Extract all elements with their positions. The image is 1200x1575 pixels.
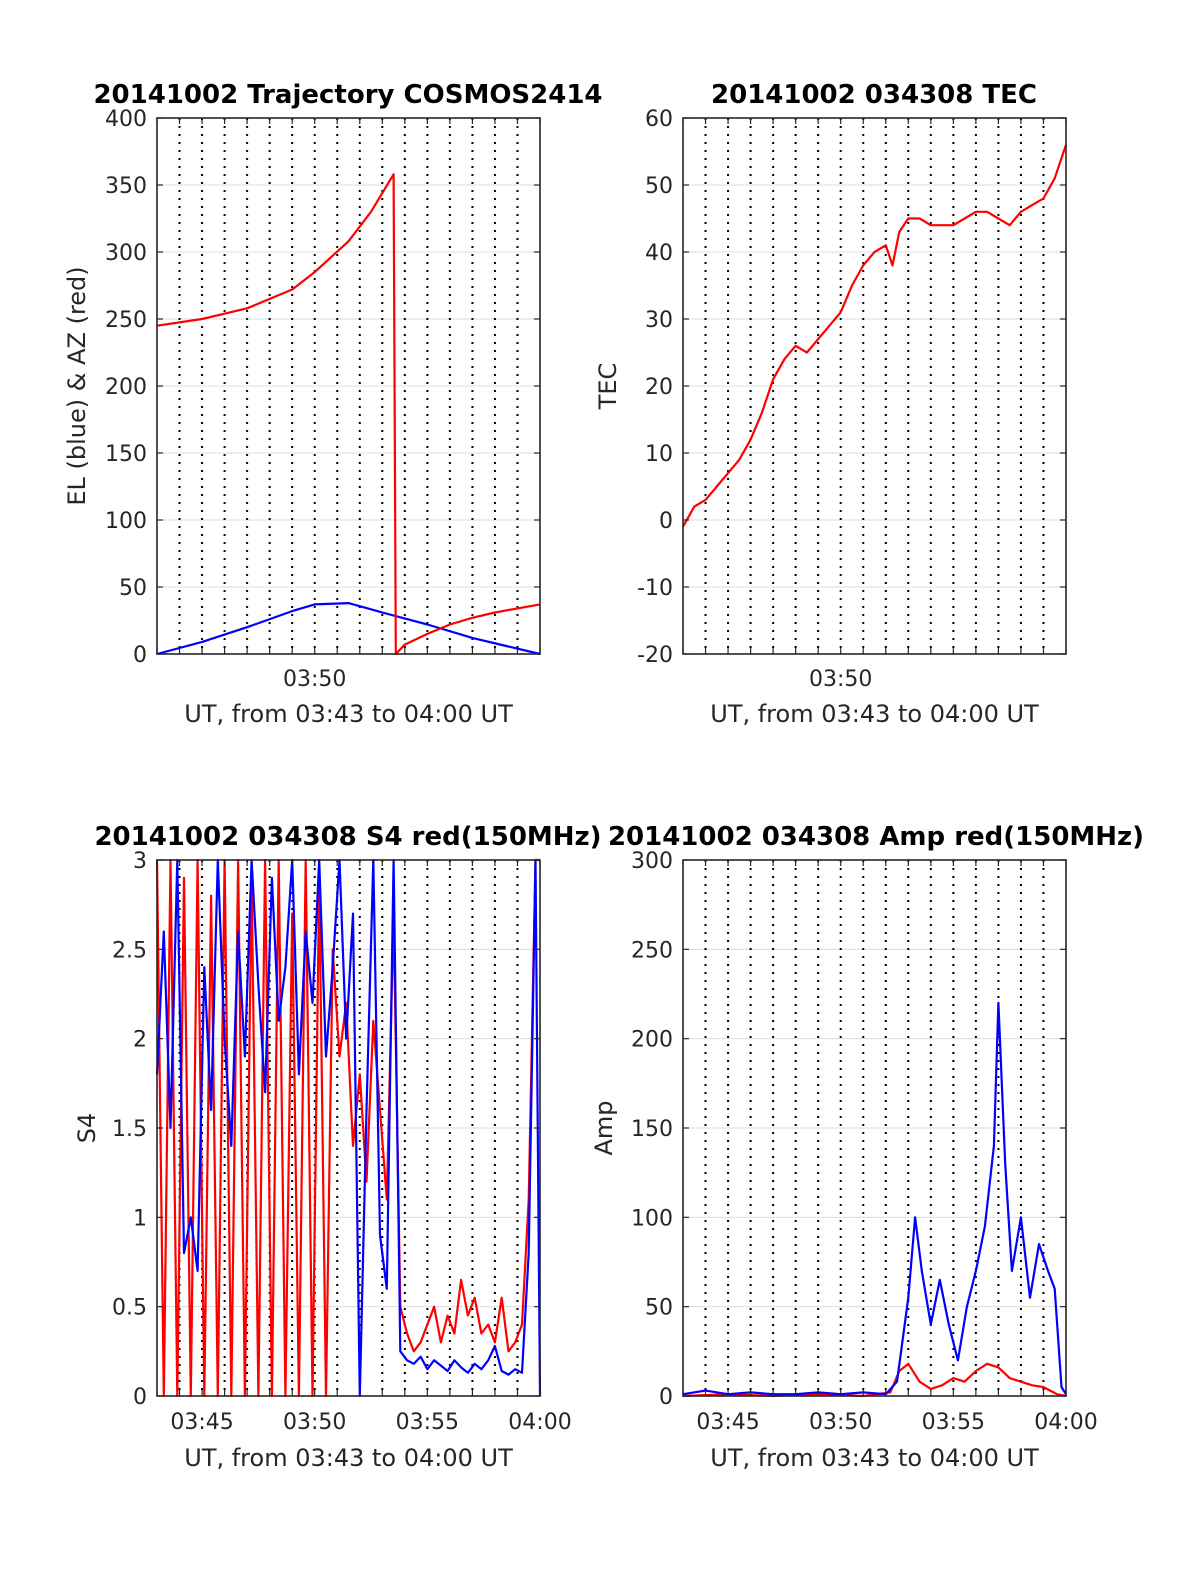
tec-ylabel: TEC [594, 363, 622, 411]
amp-ytick-label-3: 150 [631, 1117, 673, 1142]
trajectory-ytick-label-4: 200 [105, 375, 147, 400]
tec-series-tec [682, 144, 1068, 528]
amp-ytick-label-4: 200 [631, 1028, 673, 1053]
amp-xtick-label-2: 03:55 [922, 1410, 985, 1435]
tec-xlabel: UT, from 03:43 to 04:00 UT [710, 700, 1039, 728]
trajectory-ylabel: EL (blue) & AZ (red) [63, 266, 91, 505]
trajectory-series-az [156, 173, 541, 656]
amp-xtick-label-0: 03:45 [696, 1410, 759, 1435]
tec-ytick-label-3: 10 [645, 442, 673, 467]
tec-ytick-label-7: 50 [645, 174, 673, 199]
tec-ytick-label-8: 60 [645, 107, 673, 132]
s4-xtick-label-3: 04:00 [508, 1410, 571, 1435]
trajectory-xtick-label-0: 03:50 [283, 667, 346, 692]
trajectory-xlabel: UT, from 03:43 to 04:00 UT [184, 700, 513, 728]
tec-ytick-label-4: 20 [645, 375, 673, 400]
trajectory-ytick-label-7: 350 [105, 174, 147, 199]
amp-ytick-label-1: 50 [645, 1296, 673, 1321]
s4-series-s4_blue [155, 858, 542, 1398]
s4-ytick-label-4: 2 [133, 1028, 147, 1053]
amp-title: 20141002 034308 Amp red(150MHz) [608, 822, 1144, 852]
amp-series-amp_red [682, 1362, 1067, 1398]
s4-series-s4_red [155, 858, 540, 1398]
trajectory-series-el [156, 602, 541, 656]
s4-ytick-label-2: 1 [133, 1206, 147, 1231]
trajectory-ytick-label-8: 400 [105, 107, 147, 132]
s4-xlabel: UT, from 03:43 to 04:00 UT [184, 1444, 513, 1472]
tec-title: 20141002 034308 TEC [711, 80, 1037, 110]
trajectory-chart: 0 50 100 150 200 250 300 350 400 03:50 20141002 Tr… [63, 80, 603, 728]
tec-ytick-label-1: -10 [637, 576, 673, 601]
s4-title: 20141002 034308 S4 red(150MHz) [94, 822, 601, 852]
trajectory-ytick-label-3: 150 [105, 442, 147, 467]
tec-ytick-label-5: 30 [645, 308, 673, 333]
trajectory-ytick-label-5: 250 [105, 308, 147, 333]
amp-series-amp_blue [682, 1001, 1067, 1396]
trajectory-title: 20141002 Trajectory COSMOS2414 [93, 80, 602, 110]
trajectory-ytick-label-0: 0 [133, 643, 147, 668]
amp-xlabel: UT, from 03:43 to 04:00 UT [710, 1444, 1039, 1472]
tec-ytick-label-2: 0 [659, 509, 673, 534]
tec-ytick-label-0: -20 [637, 643, 673, 668]
s4-ytick-label-3: 1.5 [112, 1117, 147, 1142]
tec-ytick-label-6: 40 [645, 241, 673, 266]
amp-ylabel: Amp [590, 1100, 618, 1155]
amp-chart: 0 50 100 150 200 250 300 03:45 03:50 03:55 04:00 20… [590, 822, 1144, 1472]
trajectory-ytick-label-1: 50 [119, 576, 147, 601]
amp-ytick-label-6: 300 [631, 849, 673, 874]
amp-xtick-label-3: 04:00 [1034, 1410, 1097, 1435]
tec-chart: -20 -10 0 10 20 30 40 50 60 03:50 20141002 034308 … [594, 80, 1068, 728]
s4-xtick-label-1: 03:50 [283, 1410, 346, 1435]
s4-ytick-label-5: 2.5 [112, 938, 147, 963]
amp-ytick-label-5: 250 [631, 938, 673, 963]
s4-ytick-label-0: 0 [133, 1385, 147, 1410]
trajectory-ytick-label-2: 100 [105, 509, 147, 534]
s4-ytick-label-1: 0.5 [112, 1296, 147, 1321]
tec-xtick-label-0: 03:50 [809, 667, 872, 692]
amp-xtick-label-1: 03:50 [809, 1410, 872, 1435]
s4-xtick-label-0: 03:45 [170, 1410, 233, 1435]
trajectory-ytick-label-6: 300 [105, 241, 147, 266]
amp-ytick-label-0: 0 [659, 1385, 673, 1410]
s4-xtick-label-2: 03:55 [396, 1410, 459, 1435]
s4-chart: 0 0.5 1 1.5 2 2.5 3 03:45 03:50 03:55 04:00 2014100… [73, 822, 602, 1472]
amp-ytick-label-2: 100 [631, 1206, 673, 1231]
s4-ylabel: S4 [73, 1113, 101, 1144]
s4-ytick-label-6: 3 [133, 849, 147, 874]
